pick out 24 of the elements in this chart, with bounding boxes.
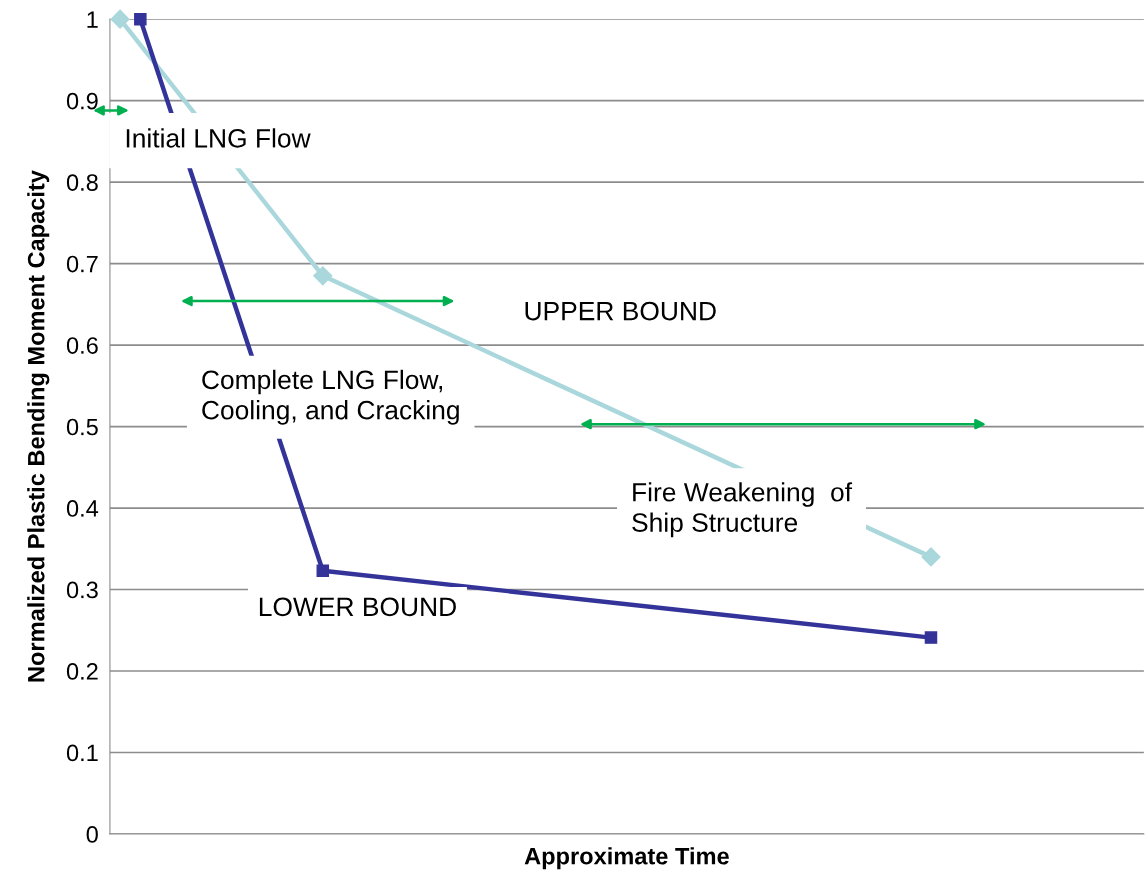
point bbox=[316, 564, 330, 578]
y-tick-label: 0.7 bbox=[66, 255, 98, 273]
annotation: Initial LNG Flow bbox=[126, 128, 311, 148]
point bbox=[134, 12, 147, 26]
y-tick-label: 0.3 bbox=[66, 581, 98, 599]
point bbox=[921, 547, 941, 567]
y-tick-label: 0.2 bbox=[66, 663, 98, 680]
x-axis-title: Approximate Time bbox=[524, 847, 729, 870]
annotation: Complete LNG Flow, Cooling, and Cracking bbox=[202, 369, 459, 425]
y-tick-label: 0.6 bbox=[66, 337, 98, 354]
y-tick-label: 0.1 bbox=[66, 744, 98, 762]
y-tick-label: 0 bbox=[86, 826, 98, 843]
point bbox=[924, 631, 938, 644]
point bbox=[110, 9, 130, 29]
y-tick-label: 0.9 bbox=[66, 92, 98, 110]
annotation: UPPER BOUND bbox=[525, 301, 716, 321]
y-axis-title: Normalized Plastic Bending Moment Capacity bbox=[27, 170, 50, 682]
annotation: LOWER BOUND bbox=[259, 597, 456, 617]
y-tick-label: 0.5 bbox=[66, 418, 98, 436]
y-tick-label: 0.8 bbox=[66, 174, 98, 191]
annotation: Fire Weakening of Ship Structure bbox=[632, 482, 853, 538]
y-tick-label: 0.4 bbox=[66, 500, 99, 517]
y-tick-label: 1 bbox=[87, 11, 98, 28]
point bbox=[313, 266, 333, 286]
